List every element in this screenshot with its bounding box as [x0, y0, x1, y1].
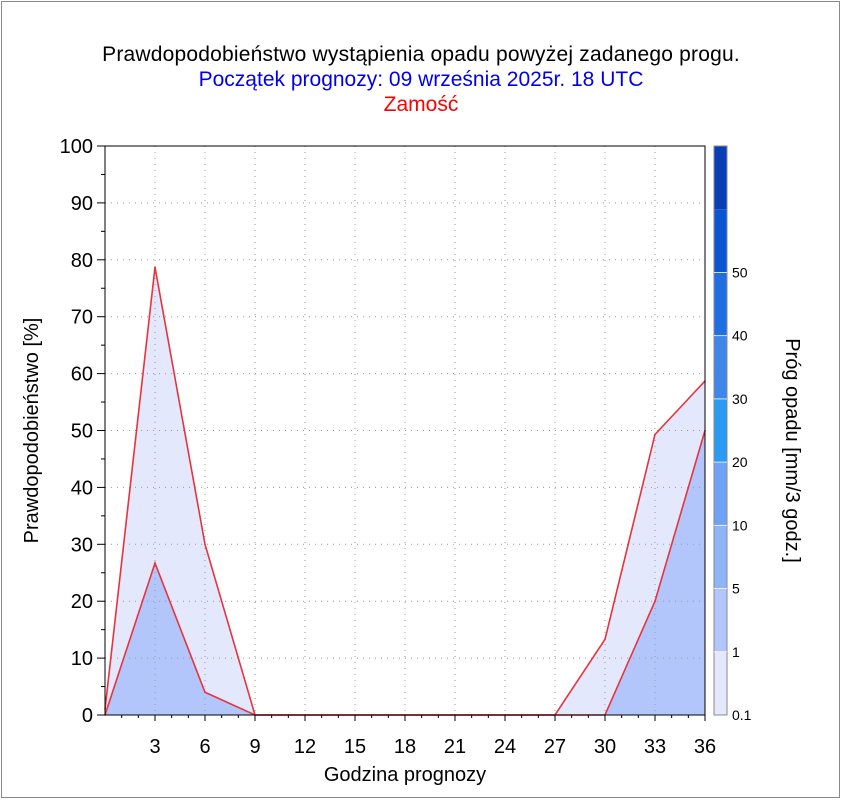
colorbar-frame	[713, 145, 728, 716]
colorbar-band	[714, 398, 727, 463]
data-point	[204, 691, 206, 694]
y-tick-label: 10	[71, 648, 93, 670]
x-tick-label: 6	[199, 736, 210, 758]
y-tick-label: 20	[71, 591, 93, 613]
colorbar-band	[714, 209, 727, 273]
y-tick-label: 0	[82, 705, 93, 727]
colorbar-band	[714, 146, 727, 210]
y-tick-label: 80	[71, 250, 93, 272]
grid-lines	[105, 146, 705, 715]
y-tick-label: 60	[71, 364, 93, 386]
data-point	[604, 638, 606, 641]
colorbar-tick-label: 5	[732, 581, 740, 597]
plot-areas	[105, 267, 705, 715]
colorbar-label: Próg opadu [mm/3 godz.]	[781, 338, 803, 563]
y-tick-label: 30	[71, 534, 93, 556]
x-tick-label: 18	[394, 736, 416, 758]
x-tick-label: 3	[149, 736, 160, 758]
colorbar-tick-label: 10	[732, 517, 748, 533]
y-tick-label: 100	[60, 136, 93, 158]
colorbar: 0.1 1 5 10 20 30 40 50	[713, 145, 752, 723]
data-point	[654, 600, 656, 602]
y-tick-label: 90	[71, 193, 93, 215]
colorbar-tick-label: 40	[732, 328, 748, 344]
colorbar-band	[714, 335, 727, 399]
y-tick-label: 50	[71, 421, 93, 443]
x-tick-label: 36	[694, 736, 716, 758]
colorbar-band	[714, 525, 727, 589]
x-tick-label: 12	[294, 736, 316, 758]
colorbar-band	[714, 588, 727, 652]
colorbar-tick-label: 20	[732, 454, 748, 470]
area-threshold-1	[105, 430, 705, 715]
data-point	[154, 266, 156, 268]
x-tick-label: 21	[444, 736, 466, 758]
x-tick-label: 24	[494, 736, 516, 758]
x-axis-label: Godzina prognozy	[324, 764, 486, 786]
colorbar-tick-label: 1	[732, 644, 740, 660]
station-name: Zamość	[383, 93, 459, 116]
forecast-start-subtitle: Początek prognozy: 09 września 2025r. 18…	[198, 68, 644, 91]
y-tick-label: 70	[71, 307, 93, 329]
colorbar-band	[714, 651, 727, 715]
x-tick-label: 27	[544, 736, 566, 758]
data-point	[204, 543, 206, 546]
colorbar-tick-label: 30	[732, 391, 748, 407]
y-axis-label: Prawdopodobieństwo [%]	[21, 318, 43, 544]
axis-ticks: 3 6 9 12 15 18 21 24 27 30 33 360102030405060708090…	[60, 136, 717, 758]
chart-title: Prawdopodobieństwo wystąpienia opadu pow…	[102, 43, 740, 66]
colorbar-band	[714, 462, 727, 526]
y-tick-label: 40	[71, 477, 93, 499]
colorbar-band	[714, 272, 727, 336]
x-tick-label: 30	[594, 736, 616, 758]
data-point	[154, 562, 156, 564]
data-point	[654, 433, 656, 436]
colorbar-tick-label: 0.1	[732, 707, 752, 723]
x-tick-label: 33	[644, 736, 666, 758]
x-tick-label: 15	[344, 736, 366, 758]
colorbar-tick-label: 50	[732, 264, 748, 280]
x-tick-label: 9	[249, 736, 260, 758]
